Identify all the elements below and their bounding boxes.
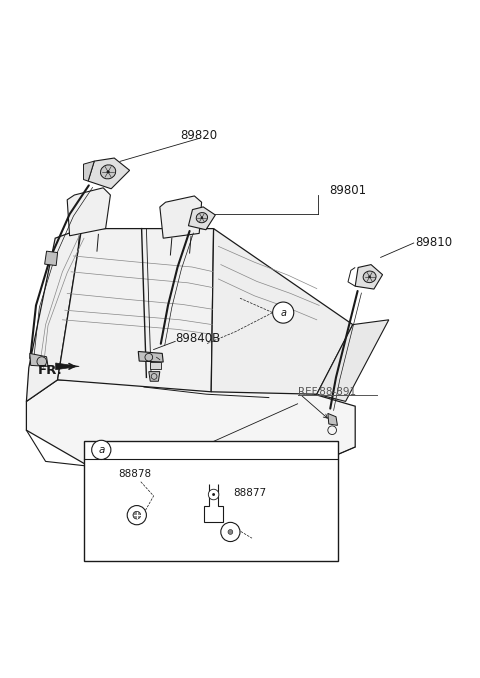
- Circle shape: [133, 511, 141, 519]
- Polygon shape: [317, 320, 389, 401]
- Bar: [84, 441, 338, 561]
- Polygon shape: [67, 188, 110, 236]
- Polygon shape: [45, 251, 58, 266]
- Polygon shape: [26, 228, 82, 401]
- Polygon shape: [138, 351, 163, 362]
- Text: 88878: 88878: [119, 469, 152, 479]
- Polygon shape: [160, 196, 202, 238]
- Polygon shape: [26, 380, 355, 490]
- Text: 88877: 88877: [233, 487, 266, 498]
- Polygon shape: [211, 228, 353, 394]
- Circle shape: [208, 490, 219, 500]
- Text: a: a: [280, 308, 286, 317]
- Polygon shape: [189, 207, 216, 230]
- Circle shape: [92, 440, 111, 460]
- Circle shape: [221, 522, 240, 542]
- Polygon shape: [328, 414, 337, 425]
- Polygon shape: [84, 161, 94, 181]
- Polygon shape: [56, 363, 79, 370]
- Text: 89810: 89810: [415, 237, 452, 250]
- Text: 89801: 89801: [329, 184, 366, 197]
- Text: 89820: 89820: [180, 129, 218, 142]
- Polygon shape: [30, 353, 48, 366]
- Ellipse shape: [100, 165, 116, 179]
- Circle shape: [201, 217, 203, 218]
- Circle shape: [212, 493, 215, 496]
- Text: 89840B: 89840B: [175, 332, 220, 346]
- Ellipse shape: [363, 271, 376, 283]
- Circle shape: [369, 276, 371, 278]
- Circle shape: [127, 506, 146, 525]
- Text: REF.88-891: REF.88-891: [298, 387, 356, 397]
- Text: a: a: [98, 445, 105, 455]
- Polygon shape: [150, 362, 161, 370]
- Ellipse shape: [196, 213, 207, 223]
- Circle shape: [107, 171, 109, 173]
- Polygon shape: [58, 228, 214, 392]
- Text: FR.: FR.: [37, 363, 62, 377]
- Circle shape: [228, 530, 233, 534]
- Circle shape: [273, 302, 294, 323]
- Polygon shape: [149, 372, 160, 381]
- Polygon shape: [355, 264, 383, 289]
- Polygon shape: [88, 158, 130, 188]
